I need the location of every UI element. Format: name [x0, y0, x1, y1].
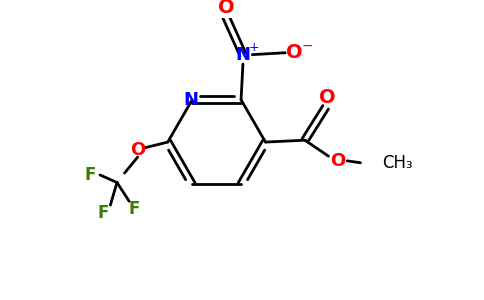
Text: O: O — [218, 0, 234, 17]
Text: F: F — [128, 200, 139, 218]
Text: O: O — [330, 152, 346, 170]
Text: N: N — [235, 46, 250, 64]
Text: O: O — [287, 43, 303, 62]
Text: O: O — [319, 88, 336, 107]
Text: N: N — [184, 91, 199, 109]
Text: −: − — [301, 39, 313, 53]
Text: CH₃: CH₃ — [382, 154, 413, 172]
Text: O: O — [130, 141, 145, 159]
Text: +: + — [249, 40, 259, 54]
Text: F: F — [85, 166, 96, 184]
Text: F: F — [97, 204, 108, 222]
